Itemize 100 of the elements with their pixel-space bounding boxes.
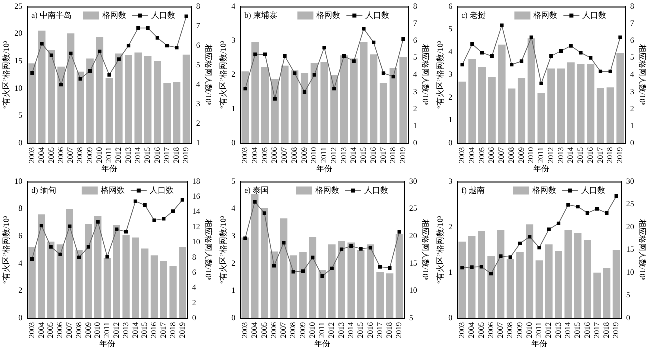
bar [154, 61, 162, 144]
point [162, 217, 166, 221]
x-tick-label: 2011 [318, 322, 327, 338]
x-tick-label: 2008 [288, 322, 298, 338]
x-tick-label: 2012 [114, 147, 124, 164]
bar [350, 58, 358, 144]
legend-label: 格网数 [531, 186, 556, 195]
x-tick-label: 2018 [168, 322, 178, 338]
bar [508, 88, 516, 144]
text: d) 缅甸 [32, 186, 56, 195]
x-tick-label: 2012 [112, 322, 121, 338]
bar [28, 247, 36, 318]
bar [290, 256, 298, 318]
x-tick-label: 2003 [458, 147, 467, 164]
bar [574, 233, 582, 318]
x-axis-title: 年份 [314, 339, 330, 348]
bar [281, 66, 289, 144]
point [500, 24, 504, 28]
bar [122, 235, 130, 318]
x-tick-label: 2005 [46, 322, 56, 338]
bar [536, 260, 544, 318]
bar [478, 230, 486, 318]
bar [526, 224, 534, 318]
bar [616, 53, 624, 144]
y-tick-label: 4 [232, 204, 236, 214]
x-tick-label: 2006 [269, 322, 278, 338]
point [499, 254, 503, 258]
x-tick-label: 2015 [576, 147, 586, 164]
bar [594, 272, 601, 318]
y2-tick-label: 4 [630, 70, 634, 80]
point [556, 222, 561, 226]
point [134, 200, 138, 204]
point [272, 264, 276, 268]
text: b) 柬埔寨 [244, 10, 278, 20]
y2-tick-label: 3 [630, 87, 634, 96]
legend-label: 人口数 [582, 10, 607, 20]
point [378, 265, 382, 269]
x-tick-label: 2017 [162, 147, 172, 164]
point [106, 255, 110, 259]
bar [458, 242, 466, 318]
bar [66, 209, 74, 318]
y-axis-title: “有火区”格网数/10³ [218, 40, 228, 109]
y2-tick-label: 4 [413, 70, 418, 80]
y2-tick-label: 0 [413, 138, 418, 148]
bar [488, 77, 496, 144]
y2-tick-label: 10 [409, 286, 418, 296]
bar [338, 241, 346, 318]
x-tick-label: 2008 [290, 147, 299, 164]
x-tick-label: 2006 [56, 322, 65, 338]
point [68, 224, 72, 228]
bar [115, 54, 123, 144]
x-tick-label: 2016 [366, 322, 375, 338]
point [569, 44, 573, 48]
bar [567, 62, 575, 144]
y-tick-label: 5 [448, 24, 453, 34]
y2-tick-label: 10 [192, 238, 200, 247]
point [332, 86, 336, 91]
x-tick-label: 2018 [606, 147, 615, 164]
y-tick-label: 10 [14, 176, 23, 186]
x-tick-label: 2017 [158, 322, 168, 338]
bar [596, 88, 604, 144]
point [283, 54, 287, 58]
y-tick-label: 0 [18, 313, 23, 322]
bar [48, 50, 56, 144]
point [156, 36, 160, 40]
x-tick-label: 2004 [37, 147, 46, 164]
x-tick-label: 2014 [134, 147, 142, 164]
bar [400, 57, 408, 144]
y2-tick-label: 1 [196, 138, 200, 148]
y-tick-label: 25 [14, 2, 23, 11]
x-tick-label: 2004 [468, 147, 476, 164]
point [392, 74, 396, 79]
bar [320, 62, 328, 144]
bar [28, 64, 36, 144]
point [382, 72, 386, 76]
y-tick-label: 2 [232, 70, 236, 80]
bar [270, 252, 278, 318]
y-tick-label: 10 [14, 84, 23, 93]
y-tick-label: 4 [448, 47, 453, 56]
x-tick-label: 2016 [586, 147, 595, 164]
point [579, 51, 583, 55]
bar [310, 63, 318, 144]
bar [86, 58, 94, 144]
bar [468, 236, 476, 318]
point [311, 256, 315, 260]
legend-label: 人口数 [581, 186, 606, 195]
x-tick-label: 2010 [310, 147, 319, 164]
point [470, 42, 474, 46]
x-tick-label: 2013 [339, 147, 348, 164]
y2-tick-label: 0 [626, 313, 630, 322]
legend-label: 人口数 [150, 186, 174, 195]
bar [164, 83, 171, 144]
point [108, 73, 112, 77]
y-tick-label: 2 [18, 286, 23, 296]
y2-tick-label: 1 [413, 121, 418, 130]
bar [330, 75, 338, 144]
x-tick-label: 2006 [56, 147, 66, 164]
y2-axis-title: 相应格网人数/10⁶ [204, 44, 214, 106]
y2-tick-label: 4 [192, 283, 196, 292]
x-tick-label: 2005 [46, 147, 56, 164]
